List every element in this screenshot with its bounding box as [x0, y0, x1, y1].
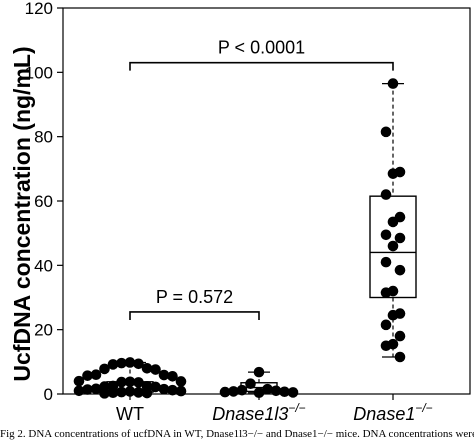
data-point — [380, 287, 392, 298]
data-point — [380, 189, 392, 200]
data-point — [253, 387, 265, 399]
x-category-label: Dnase1l3−/− — [212, 401, 305, 424]
data-point — [116, 386, 127, 398]
y-tick-label: 100 — [25, 63, 53, 82]
data-point — [141, 362, 153, 374]
x-category-label: Dnase1−/− — [353, 401, 432, 424]
data-point — [175, 385, 187, 397]
data-point — [167, 371, 178, 382]
data-point — [387, 78, 399, 89]
y-tick-label: 120 — [25, 0, 53, 18]
y-tick-label: 60 — [34, 192, 53, 211]
data-point — [394, 232, 406, 244]
data-point — [380, 256, 392, 268]
data-point — [90, 383, 102, 395]
data-point — [99, 388, 110, 399]
y-tick-label: 80 — [34, 128, 53, 147]
data-point — [394, 351, 406, 363]
data-point — [124, 357, 136, 368]
significance-bracket — [129, 61, 394, 71]
data-point — [380, 229, 392, 241]
y-axis-label: UcfDNA concentration (ng/mL) — [9, 46, 35, 381]
data-point — [175, 376, 187, 387]
data-point — [394, 330, 406, 342]
data-point — [394, 264, 406, 276]
category-name: Dnase1 — [353, 404, 415, 424]
data-point — [387, 216, 399, 228]
category-superscript: −/− — [415, 401, 432, 415]
data-point — [387, 309, 399, 321]
category-name: Dnase1l3 — [212, 404, 288, 424]
data-point — [236, 384, 248, 396]
data-point — [387, 168, 399, 179]
data-point — [253, 366, 265, 378]
data-point — [116, 357, 127, 369]
y-tick-label: 40 — [34, 256, 53, 275]
data-point — [124, 386, 136, 397]
data-point — [380, 319, 392, 331]
data-point — [141, 387, 153, 399]
data-point — [167, 384, 178, 396]
data-point — [99, 363, 110, 375]
data-point — [279, 386, 290, 398]
data-point — [133, 387, 144, 398]
data-point — [133, 377, 144, 388]
category-superscript: −/− — [288, 401, 305, 415]
x-category-label: WT — [116, 404, 144, 424]
y-tick-label: 0 — [44, 385, 53, 404]
data-point — [124, 376, 136, 388]
data-point — [133, 358, 144, 370]
data-point — [270, 385, 282, 397]
data-point — [287, 387, 299, 398]
data-point — [219, 386, 231, 398]
significance-bracket — [129, 311, 260, 320]
data-point — [380, 126, 392, 138]
data-point — [107, 359, 119, 370]
significance-label: P = 0.572 — [156, 287, 233, 307]
data-point — [150, 381, 161, 393]
category-name: WT — [116, 404, 144, 424]
significance-label: P < 0.0001 — [218, 38, 305, 58]
data-point — [245, 378, 256, 390]
figure-caption: Fig 2. DNA concentrations of ucfDNA in W… — [0, 428, 474, 440]
data-point — [73, 385, 85, 397]
data-point — [158, 369, 170, 381]
data-point — [380, 340, 392, 352]
data-point — [107, 387, 119, 399]
data-point — [82, 384, 93, 395]
data-point — [158, 383, 170, 395]
y-tick-label: 20 — [34, 321, 53, 340]
data-point — [150, 364, 161, 375]
data-point — [387, 240, 399, 252]
data-point — [90, 369, 102, 381]
data-point — [82, 370, 93, 381]
data-point — [116, 376, 127, 388]
data-point — [262, 383, 273, 395]
data-point — [73, 375, 85, 387]
data-point — [228, 386, 239, 397]
